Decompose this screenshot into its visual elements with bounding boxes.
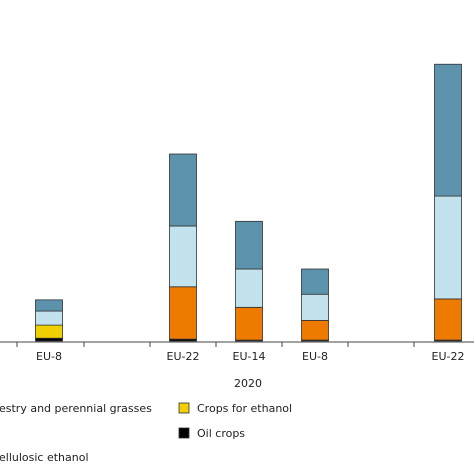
legend-label-3: Oil crops (197, 427, 245, 440)
bars-group (35, 63, 462, 342)
bar-segment-5-4 (434, 195, 462, 300)
legend: estry and perennial grasses Crops for eth… (0, 402, 292, 464)
x-axis-ticks (16, 342, 415, 347)
bar-segment-5-3 (434, 298, 462, 341)
bar-segment-4-3 (301, 320, 329, 341)
legend-swatch-2 (178, 402, 190, 414)
bar-segment-3-5 (235, 220, 263, 270)
legend-label-2: Crops for ethanol (197, 402, 292, 415)
bar-segment-5-5 (434, 63, 462, 197)
bar-segment-2-5 (169, 153, 197, 227)
bar-segment-2-4 (169, 225, 197, 288)
x-axis-tick-labels: EU-8 EU-22 EU-14 EU-8 EU-22 (36, 350, 464, 363)
x-tick-label-5: EU-22 (432, 350, 465, 363)
bar-segment-1-4 (35, 310, 63, 326)
legend-label-1: estry and perennial grasses (0, 402, 152, 415)
bar-segment-1-1 (35, 337, 63, 342)
x-tick-label-1: EU-8 (36, 350, 62, 363)
legend-label-4: ellulosic ethanol (0, 451, 89, 464)
x-axis-group-label: 2020 (234, 377, 262, 390)
bar-segment-1-2 (35, 324, 63, 339)
bar-segment-1-5 (35, 299, 63, 312)
x-tick-label-3: EU-14 (233, 350, 266, 363)
bar-segment-2-3 (169, 286, 197, 340)
bar-segment-3-3 (235, 306, 263, 341)
x-tick-label-4: EU-8 (302, 350, 328, 363)
bar-segment-3-4 (235, 268, 263, 308)
bar-segment-4-5 (301, 268, 329, 295)
legend-swatch-3 (178, 427, 190, 439)
x-tick-label-2: EU-22 (167, 350, 200, 363)
bar-segment-4-4 (301, 293, 329, 321)
